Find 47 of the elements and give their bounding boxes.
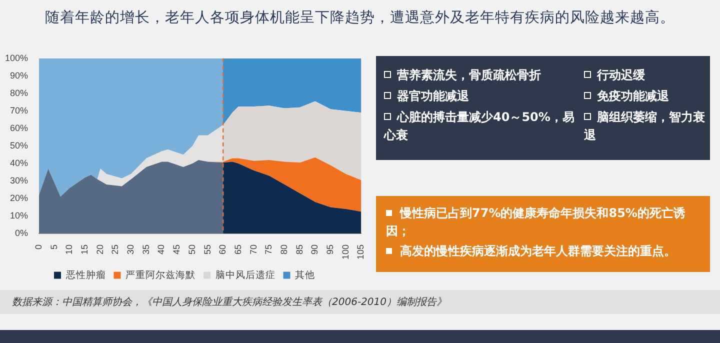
x-tick-label: 85 <box>294 244 304 254</box>
x-tick-label: 90 <box>310 244 320 254</box>
legend-label: 其他 <box>295 268 315 281</box>
y-tick-label: 90% <box>10 70 28 80</box>
y-tick-label: 50% <box>10 140 28 150</box>
y-tick-label: 40% <box>10 158 28 168</box>
text: 心脏的搏击量减少40～50%，易心衰 <box>384 110 574 142</box>
legend-label: 严重阿尔兹海默 <box>126 268 196 281</box>
legend-label: 恶性肿瘤 <box>64 268 106 281</box>
x-tick-label: 0 <box>34 244 44 250</box>
text: 营养素流失，骨质疏松骨折 <box>397 68 541 82</box>
y-tick-label: 60% <box>10 122 28 133</box>
x-tick-label: 50 <box>186 244 197 254</box>
chart-title: 随着年龄的增长，老年人各项身体机能呈下降趋势，遭遇意外及老年特有疾病的风险越来越高。 <box>44 8 676 27</box>
x-tick-label: 10 <box>64 244 74 254</box>
x-tick-label: 20 <box>94 244 105 254</box>
x-tick-label: 60 <box>218 244 228 254</box>
x-tick-label: 35 <box>140 244 151 254</box>
x-tick-label: 70 <box>248 244 258 254</box>
x-tick-label: 25 <box>110 244 120 254</box>
source-note: 数据来源：中国精算师协会，《中国人身保险业重大疾病经验发生率表（2006-2010）编制报告》 <box>0 290 720 314</box>
y-tick-label: 10% <box>10 210 28 220</box>
x-tick-label: 80 <box>278 244 289 254</box>
x-tick-label: 5 <box>48 244 59 250</box>
x-tick-label: 100 <box>340 244 350 260</box>
y-tick-label: 100% <box>4 52 28 63</box>
x-tick-label: 30 <box>126 244 136 254</box>
y-tick-label: 80% <box>10 88 28 98</box>
y-tick-label: 0% <box>15 228 28 238</box>
text: 脑组织萎缩，智力衰退 <box>584 110 705 142</box>
x-tick-label: 75 <box>264 244 274 254</box>
y-tick-label: 20% <box>10 192 28 203</box>
x-tick-label: 95 <box>325 244 335 254</box>
text: 免疫功能减退 <box>597 89 669 103</box>
x-tick-label: 40 <box>156 244 166 254</box>
text: 高发的慢性疾病逐渐成为老年人群需要关注的重点。 <box>400 244 676 258</box>
text: 慢性病已占到77%的健康寿命年损失和85%的死亡诱因； <box>386 206 686 238</box>
legend-label: 脑中风后遗症 <box>215 268 276 281</box>
y-tick-label: 30% <box>10 175 28 186</box>
x-tick-label: 45 <box>172 244 182 254</box>
text: 行动迟缓 <box>597 68 645 82</box>
text: 器官功能减退 <box>397 89 469 103</box>
x-tick-label: 105 <box>356 244 366 260</box>
y-tick-label: 70% <box>10 105 28 116</box>
x-tick-label: 65 <box>232 244 243 254</box>
x-tick-label: 55 <box>202 244 212 254</box>
x-tick-label: 15 <box>80 244 90 254</box>
